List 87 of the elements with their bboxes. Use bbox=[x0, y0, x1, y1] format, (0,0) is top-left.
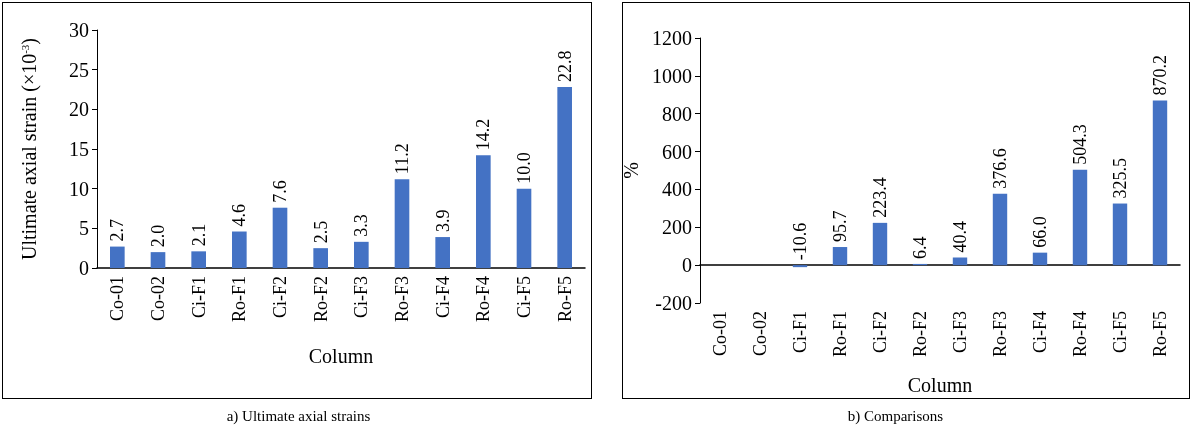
data-label: 10.0 bbox=[514, 152, 534, 184]
y-tick-label: 10 bbox=[69, 177, 89, 200]
bar bbox=[992, 193, 1008, 266]
bar bbox=[313, 248, 328, 268]
bar bbox=[232, 231, 247, 268]
y-tick-label: 5 bbox=[79, 217, 89, 240]
y-tick-label: 0 bbox=[79, 257, 89, 279]
y-tick-label: 25 bbox=[69, 58, 89, 81]
x-tick-label: Ro-F5 bbox=[1150, 311, 1170, 358]
x-tick-label: Ci-F5 bbox=[1110, 311, 1130, 354]
x-tick-label: Co-01 bbox=[710, 311, 730, 356]
data-label: 376.6 bbox=[990, 148, 1010, 189]
data-label: 2.5 bbox=[310, 220, 331, 244]
bar bbox=[435, 237, 450, 268]
y-tick-label: 1200 bbox=[652, 27, 692, 49]
x-tick-label: Ci-F3 bbox=[351, 276, 372, 319]
bar bbox=[476, 155, 491, 268]
bar bbox=[792, 265, 808, 268]
y-tick-label: 400 bbox=[662, 178, 692, 201]
x-tick-label: Ci-F5 bbox=[514, 276, 534, 319]
data-label: 11.2 bbox=[392, 143, 412, 175]
x-tick-label: Ro-F3 bbox=[392, 276, 412, 323]
data-label: 6.4 bbox=[910, 236, 930, 259]
x-tick-label: Ro-F1 bbox=[830, 311, 850, 358]
data-label: 14.2 bbox=[473, 118, 494, 151]
x-tick-label: Co-02 bbox=[750, 311, 770, 356]
text: b) Comparisons bbox=[847, 407, 944, 425]
y-tick-label: 1000 bbox=[652, 64, 692, 87]
x-tick-label: Ro-F4 bbox=[1070, 311, 1090, 358]
y-tick-label: -200 bbox=[655, 292, 692, 314]
x-tick-label: Ci-F4 bbox=[432, 276, 453, 319]
bar bbox=[110, 246, 125, 268]
bar bbox=[354, 241, 369, 268]
bar bbox=[272, 207, 288, 268]
bar bbox=[1032, 252, 1048, 266]
y-tick-label: 600 bbox=[662, 140, 692, 163]
data-label: 325.5 bbox=[1110, 158, 1130, 199]
data-label: 2.7 bbox=[107, 219, 128, 242]
y-axis-title: % bbox=[620, 162, 643, 179]
data-label: 40.4 bbox=[950, 221, 970, 253]
data-label: 95.7 bbox=[830, 210, 850, 243]
data-label: 4.6 bbox=[229, 204, 250, 227]
data-label: 3.3 bbox=[351, 214, 372, 237]
x-tick-label: Ci-F3 bbox=[950, 311, 970, 354]
bar bbox=[952, 257, 968, 266]
bar bbox=[191, 251, 206, 268]
data-label: -10.6 bbox=[790, 222, 810, 261]
bar bbox=[557, 87, 572, 268]
x-tick-label: Ro-F3 bbox=[990, 311, 1010, 358]
data-label: 870.2 bbox=[1150, 54, 1170, 96]
x-tick-label: Ro-F2 bbox=[310, 276, 331, 323]
y-tick-label: 20 bbox=[69, 98, 89, 121]
data-label: 2.0 bbox=[148, 224, 168, 248]
x-tick-label: Ci-F1 bbox=[188, 276, 209, 319]
y-tick-label: 800 bbox=[662, 102, 692, 125]
bar bbox=[832, 247, 848, 266]
y-tick-label: 15 bbox=[69, 138, 89, 160]
x-tick-label: Ro-F5 bbox=[554, 276, 575, 323]
x-axis-title: Column bbox=[308, 345, 374, 367]
x-tick-label: Co-02 bbox=[148, 276, 168, 321]
data-label: 504.3 bbox=[1070, 124, 1090, 165]
bar bbox=[1072, 169, 1088, 266]
x-tick-label: Ci-F2 bbox=[270, 276, 290, 319]
x-axis-title: Column bbox=[907, 374, 973, 396]
y-tick-label: 200 bbox=[662, 216, 692, 239]
x-tick-label: Co-01 bbox=[107, 276, 128, 321]
bar bbox=[150, 252, 166, 268]
bar bbox=[1152, 100, 1168, 266]
x-tick-label: Ci-F2 bbox=[870, 311, 890, 354]
data-label: 66.0 bbox=[1030, 216, 1050, 248]
bar bbox=[1112, 203, 1128, 266]
bar bbox=[872, 222, 888, 266]
data-label: 7.6 bbox=[270, 180, 290, 203]
data-label: 223.4 bbox=[870, 177, 890, 218]
text: a) Ultimate axial strains bbox=[226, 407, 371, 425]
x-tick-label: Ci-F4 bbox=[1030, 311, 1050, 354]
data-label: 3.9 bbox=[432, 209, 453, 233]
y-tick-label: 30 bbox=[69, 19, 89, 41]
data-label: 22.8 bbox=[554, 50, 575, 83]
x-tick-label: Ro-F1 bbox=[229, 276, 250, 323]
y-tick-label: 0 bbox=[682, 254, 692, 277]
x-tick-label: Ro-F4 bbox=[473, 276, 494, 323]
bar bbox=[394, 179, 410, 268]
bar bbox=[516, 188, 532, 268]
x-tick-label: Ci-F1 bbox=[790, 311, 810, 354]
data-label: 2.1 bbox=[188, 223, 209, 247]
x-tick-label: Ro-F2 bbox=[910, 311, 930, 358]
